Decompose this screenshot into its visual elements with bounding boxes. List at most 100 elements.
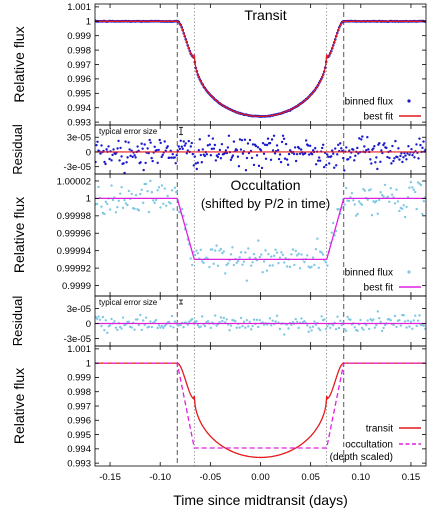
residual-point — [249, 328, 253, 331]
data-point — [231, 246, 234, 249]
data-point — [139, 192, 142, 196]
residual-point — [326, 325, 329, 328]
residual-point — [95, 160, 97, 164]
data-point — [137, 209, 141, 212]
residual-point — [177, 145, 180, 148]
x-tick-label: -0.10 — [149, 472, 171, 483]
data-point — [401, 207, 404, 210]
y-tick-label: 0.994 — [67, 103, 91, 114]
residual-point — [238, 138, 242, 141]
residual-point — [424, 327, 426, 331]
residual-point — [291, 320, 295, 324]
residual-point — [158, 138, 161, 142]
residual-point — [241, 152, 245, 155]
residual-point — [278, 153, 282, 156]
data-point — [175, 190, 178, 194]
data-point — [408, 186, 411, 189]
residual-point — [110, 317, 113, 321]
data-point — [267, 252, 270, 256]
panel-title: Occultation — [230, 177, 300, 193]
residual-point — [122, 162, 125, 165]
residual-point — [337, 326, 341, 330]
residual-point — [273, 152, 277, 155]
residual-point — [251, 143, 255, 146]
residual-point — [104, 162, 107, 166]
residual-point — [126, 156, 129, 159]
data-point — [378, 198, 381, 202]
residual-point — [280, 140, 284, 144]
residual-point — [237, 164, 241, 168]
residual-point — [241, 324, 244, 328]
residual-point — [271, 319, 274, 322]
data-point — [313, 263, 316, 267]
residual-point — [100, 324, 103, 328]
data-point — [324, 261, 328, 264]
residual-point — [127, 320, 131, 324]
residual-point — [339, 319, 342, 323]
residual-point — [383, 323, 387, 327]
residual-point — [266, 137, 270, 140]
residual-point — [211, 137, 215, 140]
residual-point — [259, 149, 263, 152]
residual-point — [131, 155, 134, 159]
residual-point — [185, 152, 188, 155]
data-point — [306, 254, 309, 257]
residual-point — [370, 162, 373, 165]
data-point — [260, 253, 263, 256]
y-axis-label: Relative flux — [11, 197, 27, 273]
residual-point — [248, 138, 252, 142]
residual-point — [281, 134, 285, 137]
residual-point — [389, 319, 392, 322]
residual-point — [397, 147, 400, 150]
residual-point — [136, 318, 139, 321]
panel-transit_residual: 3e-05 0 -3e-05 typical error size Residual — [10, 124, 427, 175]
residual-point — [415, 143, 418, 146]
data-point — [409, 181, 413, 184]
residual-point — [189, 145, 192, 148]
data-point — [386, 195, 390, 199]
residual-point — [310, 329, 313, 332]
data-point — [311, 256, 315, 259]
data-point — [300, 253, 303, 256]
residual-point — [292, 152, 296, 156]
residual-point — [398, 158, 401, 161]
residual-point — [214, 159, 218, 162]
residual-point — [395, 325, 398, 329]
y-tick-label: 0.99996 — [57, 229, 91, 240]
residual-point — [162, 326, 165, 330]
data-point — [127, 189, 131, 193]
residual-point — [272, 134, 276, 137]
residual-point — [113, 320, 116, 323]
residual-point — [111, 153, 114, 157]
data-point — [189, 257, 192, 260]
data-point — [103, 212, 106, 216]
data-point — [316, 237, 319, 240]
residual-point — [232, 140, 236, 143]
data-point — [419, 183, 423, 187]
residual-point — [156, 326, 159, 330]
x-tick-label: -0.15 — [99, 472, 121, 483]
residual-point — [277, 157, 281, 161]
data-point — [211, 248, 214, 251]
residual-point — [336, 153, 339, 156]
data-point — [180, 207, 184, 211]
data-point — [357, 200, 361, 203]
y-tick-label: 0.994 — [67, 444, 91, 455]
residual-point — [340, 147, 343, 150]
residual-point — [221, 319, 224, 323]
residual-point — [229, 158, 233, 162]
residual-point — [263, 143, 267, 146]
data-point — [169, 202, 172, 205]
y-tick-label: 1.001 — [67, 344, 91, 355]
y-axis-label: Relative flux — [11, 26, 27, 102]
residual-point — [245, 318, 249, 322]
residual-point — [307, 330, 310, 333]
residual-point — [149, 141, 152, 144]
residual-point — [317, 156, 321, 159]
legend-label-occultation: occultation — [345, 440, 393, 451]
residual-point — [362, 328, 365, 331]
residual-point — [386, 155, 389, 159]
y-axis-label: Residual — [10, 296, 25, 347]
residual-point — [172, 326, 175, 329]
residual-point — [352, 148, 355, 151]
